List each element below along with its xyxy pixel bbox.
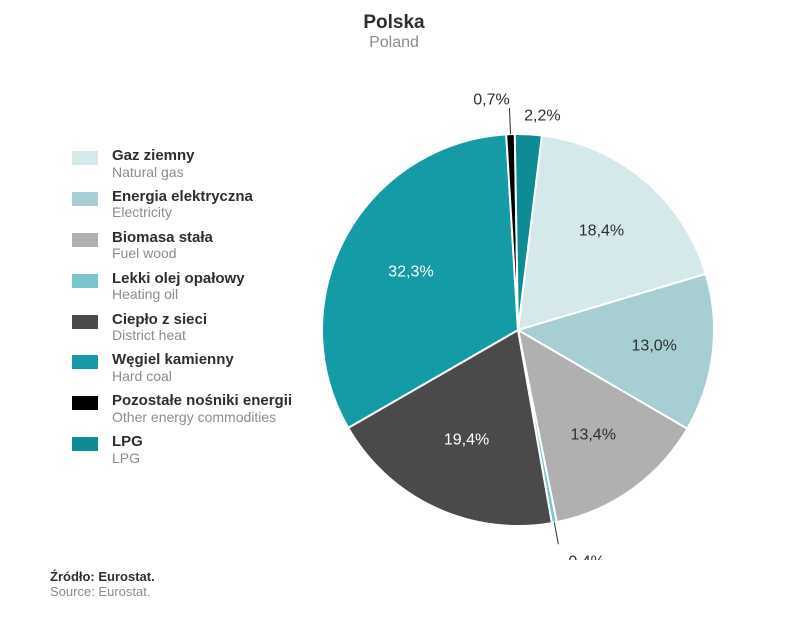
legend-swatch (72, 355, 98, 369)
legend-texts: Węgiel kamiennyHard coal (112, 352, 234, 384)
legend-label-primary: Pozostałe nośniki energii (112, 393, 292, 410)
legend-label-secondary: Natural gas (112, 165, 195, 180)
legend-label-secondary: LPG (112, 451, 143, 466)
slice-label: 19,4% (444, 431, 489, 448)
legend-texts: Biomasa stałaFuel wood (112, 230, 213, 262)
pie-chart: 18,4% 13,0% 13,4% 0,4% 19,4% 32,3% 0,7% 2,2% (298, 80, 738, 560)
chart-title: Polska Poland (0, 12, 788, 52)
legend: Gaz ziemnyNatural gas Energia elektryczna… (72, 148, 292, 475)
legend-label-primary: Gaz ziemny (112, 148, 195, 165)
legend-label-primary: Energia elektryczna (112, 189, 253, 206)
legend-label-primary: Ciepło z sieci (112, 312, 207, 329)
pie-svg: 18,4% 13,0% 13,4% 0,4% 19,4% 32,3% 0,7% 2,2% (298, 80, 738, 560)
legend-swatch (72, 437, 98, 451)
legend-swatch (72, 233, 98, 247)
slice-label: 13,0% (632, 338, 677, 355)
leader-line (554, 523, 558, 545)
slice-label: 18,4% (579, 222, 624, 239)
slice-label: 2,2% (524, 107, 560, 124)
title-main: Polska (0, 12, 788, 34)
legend-item: Węgiel kamiennyHard coal (72, 352, 292, 384)
legend-label-secondary: Electricity (112, 205, 253, 220)
legend-item: Pozostałe nośniki energiiOther energy co… (72, 393, 292, 425)
legend-item: Gaz ziemnyNatural gas (72, 148, 292, 180)
legend-label-secondary: Fuel wood (112, 246, 213, 261)
leader-line (509, 108, 510, 134)
legend-item: Biomasa stałaFuel wood (72, 230, 292, 262)
slice-label: 0,4% (568, 553, 604, 560)
source-citation: Źródło: Eurostat. Source: Eurostat. (50, 569, 155, 599)
legend-swatch (72, 396, 98, 410)
legend-texts: LPGLPG (112, 434, 143, 466)
legend-label-secondary: Hard coal (112, 369, 234, 384)
legend-texts: Energia elektrycznaElectricity (112, 189, 253, 221)
legend-item: LPGLPG (72, 434, 292, 466)
legend-texts: Gaz ziemnyNatural gas (112, 148, 195, 180)
legend-label-primary: LPG (112, 434, 143, 451)
legend-label-secondary: Other energy commodities (112, 410, 292, 425)
legend-item: Energia elektrycznaElectricity (72, 189, 292, 221)
legend-label-secondary: Heating oil (112, 287, 245, 302)
legend-swatch (72, 315, 98, 329)
legend-swatch (72, 151, 98, 165)
legend-texts: Pozostałe nośniki energiiOther energy co… (112, 393, 292, 425)
legend-swatch (72, 192, 98, 206)
slice-label: 0,7% (473, 91, 509, 108)
title-sub: Poland (0, 34, 788, 52)
source-primary: Źródło: Eurostat. (50, 569, 155, 584)
legend-label-primary: Lekki olej opałowy (112, 271, 245, 288)
legend-item: Ciepło z sieciDistrict heat (72, 312, 292, 344)
legend-texts: Lekki olej opałowyHeating oil (112, 271, 245, 303)
slice-label: 32,3% (388, 264, 433, 281)
slice-label: 13,4% (571, 426, 616, 443)
legend-swatch (72, 274, 98, 288)
legend-texts: Ciepło z sieciDistrict heat (112, 312, 207, 344)
legend-label-primary: Węgiel kamienny (112, 352, 234, 369)
legend-label-primary: Biomasa stała (112, 230, 213, 247)
source-secondary: Source: Eurostat. (50, 584, 155, 599)
legend-item: Lekki olej opałowyHeating oil (72, 271, 292, 303)
legend-label-secondary: District heat (112, 328, 207, 343)
